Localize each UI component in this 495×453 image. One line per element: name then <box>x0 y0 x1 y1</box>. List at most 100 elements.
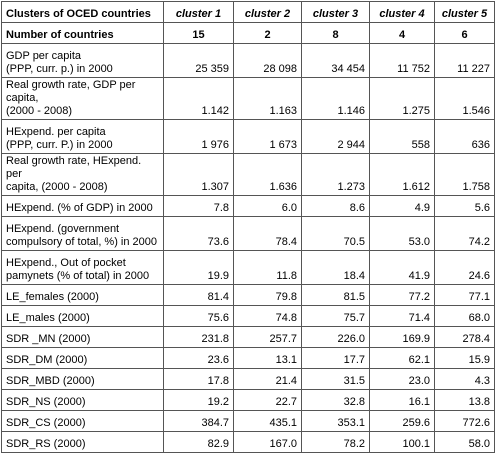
value-cell: 70.5 <box>301 216 370 251</box>
row-label: HExpend., Out of pocket pamynets (% of to… <box>1 250 164 285</box>
value-cell: 81.5 <box>301 284 370 306</box>
value-cell: 53.0 <box>369 216 435 251</box>
value-cell: 22.7 <box>233 389 302 411</box>
data-row: LE_males (2000) 75.6 74.8 75.7 71.4 68.0 <box>1 305 495 327</box>
row-label: LE_males (2000) <box>1 305 164 327</box>
value-cell: 18.4 <box>301 250 370 285</box>
value-cell: 259.6 <box>369 410 435 432</box>
value-cell: 7.8 <box>163 195 234 217</box>
value-cell: 636 <box>434 119 495 154</box>
value-cell: 231.8 <box>163 326 234 348</box>
header-cell: cluster 5 <box>434 1 495 23</box>
value-cell: 34 454 <box>301 43 370 78</box>
value-cell: 13.8 <box>434 389 495 411</box>
count-cell: 4 <box>369 22 435 44</box>
value-cell: 32.8 <box>301 389 370 411</box>
count-row: Number of countries 15 2 8 4 6 <box>1 22 495 44</box>
label-line: LE_males (2000) <box>6 312 90 324</box>
label-line: (PPP, curr. P.) in 2000 <box>6 139 113 151</box>
data-row: SDR_MBD (2000) 17.8 21.4 31.5 23.0 4.3 <box>1 368 495 390</box>
value-cell: 17.8 <box>163 368 234 390</box>
label-line: SDR_DM (2000) <box>6 354 88 366</box>
value-cell: 4.9 <box>369 195 435 217</box>
count-cell: 2 <box>233 22 302 44</box>
value-cell: 5.6 <box>434 195 495 217</box>
count-cell: 15 <box>163 22 234 44</box>
header-cell: cluster 3 <box>301 1 370 23</box>
value-cell: 1.275 <box>369 77 435 120</box>
value-cell: 19.2 <box>163 389 234 411</box>
value-cell: 75.6 <box>163 305 234 327</box>
label-line: HExpend., Out of pocket <box>6 257 126 269</box>
label-line: HExpend. (government <box>6 223 120 235</box>
label-line: (2000 - 2008) <box>6 105 73 117</box>
value-cell: 226.0 <box>301 326 370 348</box>
data-row: LE_females (2000) 81.4 79.8 81.5 77.2 77.1 <box>1 284 495 306</box>
value-cell: 1.146 <box>301 77 370 120</box>
value-cell: 2 944 <box>301 119 370 154</box>
value-cell: 74.2 <box>434 216 495 251</box>
value-cell: 17.7 <box>301 347 370 369</box>
data-row: Real growth rate, GDP per capita, (2000 -… <box>1 77 495 120</box>
row-label: Real growth rate, GDP per capita, (2000 -… <box>1 77 164 120</box>
value-cell: 435.1 <box>233 410 302 432</box>
data-row: SDR_CS (2000) 384.7 435.1 353.1 259.6 772.6 <box>1 410 495 432</box>
value-cell: 1.758 <box>434 153 495 196</box>
label-line: SDR_NS (2000) <box>6 396 86 408</box>
row-label: LE_females (2000) <box>1 284 164 306</box>
label-line: HExpend. (% of GDP) in 2000 <box>6 202 153 214</box>
value-cell: 1.546 <box>434 77 495 120</box>
value-cell: 278.4 <box>434 326 495 348</box>
count-cell: 6 <box>434 22 495 44</box>
label-line: LE_females (2000) <box>6 291 99 303</box>
value-cell: 75.7 <box>301 305 370 327</box>
value-cell: 74.8 <box>233 305 302 327</box>
value-cell: 1 673 <box>233 119 302 154</box>
label-line: SDR _MN (2000) <box>6 333 91 345</box>
header-cell: cluster 2 <box>233 1 302 23</box>
value-cell: 16.1 <box>369 389 435 411</box>
value-cell: 169.9 <box>369 326 435 348</box>
value-cell: 1.612 <box>369 153 435 196</box>
value-cell: 24.6 <box>434 250 495 285</box>
header-cell: Clusters of OCED countries <box>1 1 164 23</box>
value-cell: 353.1 <box>301 410 370 432</box>
value-cell: 78.4 <box>233 216 302 251</box>
value-cell: 11.8 <box>233 250 302 285</box>
value-cell: 15.9 <box>434 347 495 369</box>
value-cell: 1.636 <box>233 153 302 196</box>
value-cell: 19.9 <box>163 250 234 285</box>
row-label: HExpend. (% of GDP) in 2000 <box>1 195 164 217</box>
value-cell: 68.0 <box>434 305 495 327</box>
value-cell: 1.273 <box>301 153 370 196</box>
value-cell: 77.2 <box>369 284 435 306</box>
label-line: (PPP, curr. p.) in 2000 <box>6 63 113 75</box>
data-row: SDR_DM (2000) 23.6 13.1 17.7 62.1 15.9 <box>1 347 495 369</box>
row-label: HExpend. (government compulsory of total,… <box>1 216 164 251</box>
row-label: SDR _MN (2000) <box>1 326 164 348</box>
value-cell: 257.7 <box>233 326 302 348</box>
header-row: Clusters of OCED countries cluster 1 clust… <box>1 1 495 23</box>
value-cell: 558 <box>369 119 435 154</box>
value-cell: 41.9 <box>369 250 435 285</box>
data-row: Real growth rate, HExpend. per capita, (2… <box>1 153 495 196</box>
row-label: HExpend. per capita (PPP, curr. P.) in 20… <box>1 119 164 154</box>
value-cell: 31.5 <box>301 368 370 390</box>
data-row: SDR _MN (2000) 231.8 257.7 226.0 169.9 278.4 <box>1 326 495 348</box>
label-line: compulsory of total, %) in 2000 <box>6 236 158 248</box>
row-label: SDR_MBD (2000) <box>1 368 164 390</box>
value-cell: 81.4 <box>163 284 234 306</box>
value-cell: 62.1 <box>369 347 435 369</box>
label-line: capita, (2000 - 2008) <box>6 181 108 193</box>
label-line: SDR_RS (2000) <box>6 438 86 450</box>
value-cell: 772.6 <box>434 410 495 432</box>
value-cell: 71.4 <box>369 305 435 327</box>
value-cell: 23.6 <box>163 347 234 369</box>
data-row: GDP per capita (PPP, curr. p.) in 2000 25 … <box>1 43 495 78</box>
label-line: SDR_MBD (2000) <box>6 375 95 387</box>
value-cell: 79.8 <box>233 284 302 306</box>
row-label: GDP per capita (PPP, curr. p.) in 2000 <box>1 43 164 78</box>
value-cell: 1 976 <box>163 119 234 154</box>
value-cell: 4.3 <box>434 368 495 390</box>
